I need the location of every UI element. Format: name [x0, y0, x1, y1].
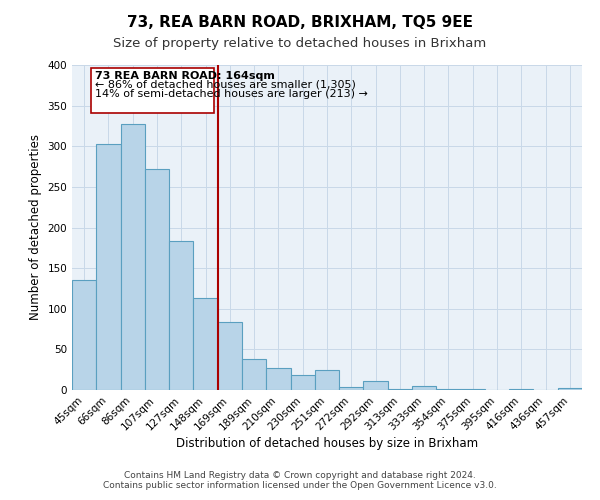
- Bar: [339, 387, 364, 390]
- Text: Contains HM Land Registry data © Crown copyright and database right 2024.
Contai: Contains HM Land Registry data © Crown c…: [103, 470, 497, 490]
- Bar: [461, 389, 485, 390]
- Bar: [218, 322, 242, 390]
- X-axis label: Distribution of detached houses by size in Brixham: Distribution of detached houses by size …: [176, 438, 478, 450]
- Text: Size of property relative to detached houses in Brixham: Size of property relative to detached ho…: [113, 38, 487, 51]
- Bar: [96, 144, 121, 390]
- Bar: [242, 359, 266, 390]
- Bar: [266, 368, 290, 390]
- Text: ← 86% of detached houses are smaller (1,305): ← 86% of detached houses are smaller (1,…: [95, 80, 356, 90]
- Text: 73, REA BARN ROAD, BRIXHAM, TQ5 9EE: 73, REA BARN ROAD, BRIXHAM, TQ5 9EE: [127, 15, 473, 30]
- Bar: [91, 68, 214, 113]
- Bar: [509, 389, 533, 390]
- Bar: [412, 386, 436, 390]
- Bar: [388, 389, 412, 390]
- Bar: [315, 370, 339, 390]
- Bar: [193, 298, 218, 390]
- Bar: [121, 124, 145, 390]
- Text: 14% of semi-detached houses are larger (213) →: 14% of semi-detached houses are larger (…: [95, 90, 368, 100]
- Bar: [169, 242, 193, 390]
- Y-axis label: Number of detached properties: Number of detached properties: [29, 134, 42, 320]
- Bar: [72, 280, 96, 390]
- Bar: [558, 388, 582, 390]
- Bar: [364, 381, 388, 390]
- Bar: [290, 376, 315, 390]
- Text: 73 REA BARN ROAD: 164sqm: 73 REA BARN ROAD: 164sqm: [95, 70, 275, 81]
- Bar: [145, 169, 169, 390]
- Bar: [436, 389, 461, 390]
